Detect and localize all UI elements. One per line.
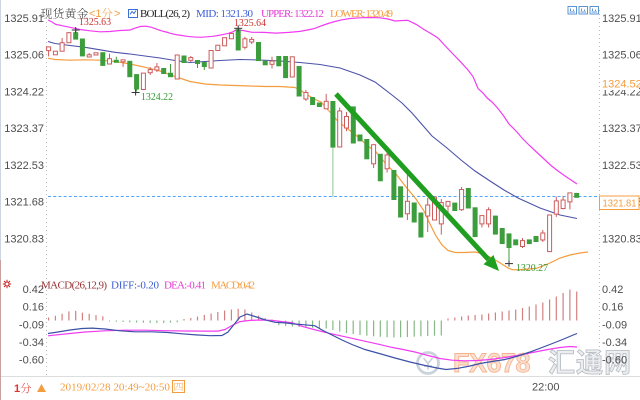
svg-text:1323.37: 1323.37	[4, 123, 44, 135]
svg-text:1321.81: 1321.81	[603, 198, 637, 209]
svg-text:1320.83: 1320.83	[602, 233, 640, 245]
svg-text:2019/02/28 20:49~20:50: 2019/02/28 20:49~20:50	[60, 382, 170, 394]
svg-text:-0.09: -0.09	[602, 319, 627, 331]
svg-text:1320.83: 1320.83	[4, 233, 44, 245]
svg-text:DEA:-0.41: DEA:-0.41	[164, 280, 206, 292]
svg-text:DIFF:-0.20: DIFF:-0.20	[111, 280, 160, 292]
svg-text:1325.64: 1325.64	[234, 17, 266, 29]
svg-text:UPPER: 1322.12: UPPER: 1322.12	[261, 8, 324, 20]
svg-text:LOWER: 1320.49: LOWER: 1320.49	[330, 8, 394, 20]
svg-text:0.42: 0.42	[602, 284, 623, 296]
svg-text:0.42: 0.42	[23, 284, 44, 296]
svg-text:1325.06: 1325.06	[602, 50, 640, 62]
svg-text:1325.63: 1325.63	[79, 16, 111, 28]
svg-text:-0.60: -0.60	[602, 355, 627, 367]
svg-text:-0.34: -0.34	[19, 337, 44, 349]
svg-text:1325.06: 1325.06	[4, 50, 44, 62]
svg-text:<1: <1	[89, 8, 102, 20]
svg-text:1324.22: 1324.22	[4, 87, 44, 99]
svg-text:0.16: 0.16	[602, 302, 623, 314]
svg-text:BOLL(26, 2): BOLL(26, 2)	[140, 8, 190, 20]
svg-text:1322.53: 1322.53	[602, 160, 640, 172]
svg-text:-0.60: -0.60	[19, 355, 44, 367]
svg-text:1325.91: 1325.91	[4, 13, 44, 25]
svg-text:0.16: 0.16	[23, 302, 44, 314]
svg-text:-0.09: -0.09	[19, 319, 44, 331]
svg-text:1322.53: 1322.53	[4, 160, 44, 172]
svg-text:MACD(26,12,9): MACD(26,12,9)	[41, 280, 107, 292]
svg-text:-0.34: -0.34	[602, 337, 627, 349]
svg-text:>: >	[114, 8, 120, 20]
svg-text:FX678: FX678	[453, 348, 531, 378]
svg-text:1321.68: 1321.68	[4, 197, 44, 209]
svg-text:1324.52: 1324.52	[602, 79, 640, 91]
svg-text:1320.27: 1320.27	[516, 262, 548, 274]
svg-text:22:00: 22:00	[532, 382, 560, 394]
svg-text:1325.91: 1325.91	[602, 13, 640, 25]
svg-text:MID: 1321.30: MID: 1321.30	[196, 8, 254, 20]
svg-text:1323.37: 1323.37	[602, 123, 640, 135]
svg-text:1: 1	[14, 383, 20, 395]
svg-text:1324.22: 1324.22	[141, 91, 173, 103]
svg-text:MACD:0.42: MACD:0.42	[211, 280, 255, 292]
